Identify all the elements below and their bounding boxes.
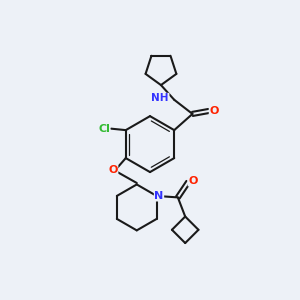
Text: NH: NH: [152, 93, 169, 103]
Text: O: O: [108, 166, 118, 176]
Text: O: O: [188, 176, 197, 186]
Text: O: O: [209, 106, 219, 116]
Text: N: N: [154, 191, 164, 201]
Text: Cl: Cl: [98, 124, 110, 134]
